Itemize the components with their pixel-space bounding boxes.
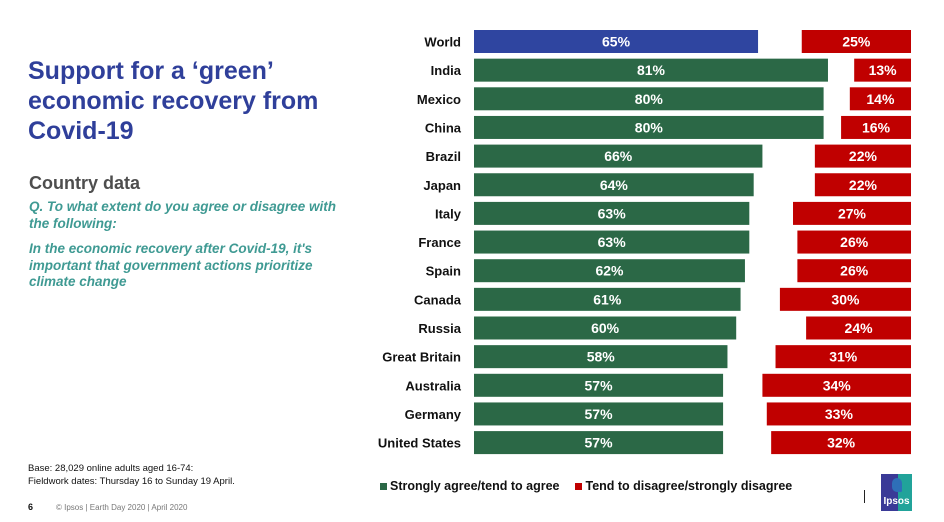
category-label-india: India xyxy=(431,63,462,78)
ipsos-logo: Ipsos xyxy=(881,474,912,511)
chart-legend: Strongly agree/tend to agree Tend to dis… xyxy=(380,479,808,493)
disagree-bar-spain xyxy=(797,259,911,283)
agree-bar-great-britain xyxy=(474,345,728,369)
bar-chart: World 65% 25% India 81% 13% Mexico 80% 14% China 8… xyxy=(378,30,911,455)
agree-value-label-canada: 61% xyxy=(593,291,622,307)
agree-bar-spain xyxy=(474,259,745,283)
disagree-bar-japan xyxy=(814,173,911,197)
disagree-bar-france xyxy=(797,230,911,254)
agree-value-label-brazil: 66% xyxy=(604,148,633,164)
disagree-bar-australia xyxy=(762,373,911,397)
disagree-bar-united-states xyxy=(771,431,911,455)
agree-value-label-germany: 57% xyxy=(585,406,614,422)
agree-bar-china xyxy=(474,115,824,139)
agree-value-label-italy: 63% xyxy=(598,205,627,221)
agree-bar-russia xyxy=(474,316,737,340)
disagree-bar-great-britain xyxy=(775,345,911,369)
survey-question: Q. To what extent do you agree or disagr… xyxy=(29,199,337,231)
agree-bar-brazil xyxy=(474,144,763,168)
legend-label-disagree: Tend to disagree/strongly disagree xyxy=(585,479,793,493)
disagree-value-label-france: 26% xyxy=(840,234,869,250)
disagree-value-label-united-states: 32% xyxy=(827,435,856,451)
agree-bar-india xyxy=(474,58,828,82)
agree-bar-mexico xyxy=(474,87,824,111)
legend-item-agree: Strongly agree/tend to agree xyxy=(380,479,559,493)
disagree-bar-brazil xyxy=(814,144,911,168)
agree-bar-world xyxy=(474,30,759,53)
agree-bar-japan xyxy=(474,173,754,197)
disagree-value-label-italy: 27% xyxy=(838,205,867,221)
category-label-mexico: Mexico xyxy=(417,92,461,107)
disagree-value-label-canada: 30% xyxy=(831,291,860,307)
agree-value-label-india: 81% xyxy=(637,62,666,78)
category-label-france: France xyxy=(418,235,461,250)
disagree-value-label-japan: 22% xyxy=(849,177,878,193)
category-label-brazil: Brazil xyxy=(426,149,461,164)
base-note: Base: 28,029 online adults aged 16-74: F… xyxy=(28,462,235,488)
category-label-united-states: United States xyxy=(378,436,461,451)
footer-divider xyxy=(864,490,865,503)
disagree-bar-china xyxy=(841,115,911,139)
logo-text: Ipsos xyxy=(883,496,910,507)
footer: 6 © Ipsos | Earth Day 2020 | April 2020 xyxy=(28,502,187,512)
fieldwork-text: Fieldwork dates: Thursday 16 to Sunday 1… xyxy=(28,476,235,487)
disagree-bar-world xyxy=(801,30,911,53)
disagree-value-label-germany: 33% xyxy=(825,406,854,422)
disagree-value-label-india: 13% xyxy=(869,62,898,78)
category-label-germany: Germany xyxy=(405,407,462,422)
category-label-spain: Spain xyxy=(426,264,461,279)
agree-value-label-france: 63% xyxy=(598,234,627,250)
disagree-bar-mexico xyxy=(849,87,911,111)
agree-bar-canada xyxy=(474,287,741,311)
agree-value-label-japan: 64% xyxy=(600,177,629,193)
disagree-value-label-spain: 26% xyxy=(840,263,869,279)
agree-value-label-spain: 62% xyxy=(595,263,624,279)
logo-head-icon xyxy=(892,478,902,492)
disagree-value-label-russia: 24% xyxy=(845,320,874,336)
agree-value-label-mexico: 80% xyxy=(635,91,664,107)
agree-bar-germany xyxy=(474,402,724,426)
disagree-value-label-australia: 34% xyxy=(823,377,852,393)
disagree-value-label-china: 16% xyxy=(862,119,891,135)
disagree-value-label-brazil: 22% xyxy=(849,148,878,164)
agree-bar-italy xyxy=(474,201,750,225)
category-label-great-britain: Great Britain xyxy=(382,350,461,365)
agree-value-label-great-britain: 58% xyxy=(587,349,616,365)
agree-value-label-australia: 57% xyxy=(585,377,614,393)
page-title: Support for a ‘green’ economic recovery … xyxy=(28,57,319,145)
category-label-australia: Australia xyxy=(405,378,461,393)
disagree-bar-germany xyxy=(766,402,911,426)
legend-label-agree: Strongly agree/tend to agree xyxy=(390,479,560,493)
agree-value-label-china: 80% xyxy=(635,119,664,135)
agree-value-label-world: 65% xyxy=(602,34,631,50)
survey-statement: In the economic recovery after Covid-19,… xyxy=(29,241,313,289)
category-label-world: World xyxy=(424,35,461,50)
agree-bar-france xyxy=(474,230,750,254)
disagree-value-label-mexico: 14% xyxy=(866,91,895,107)
base-text: Base: 28,029 online adults aged 16-74: xyxy=(28,463,194,474)
disagree-value-label-world: 25% xyxy=(842,34,871,50)
agree-bar-australia xyxy=(474,373,724,397)
page-number: 6 xyxy=(28,502,34,512)
disagree-bar-india xyxy=(854,58,911,82)
legend-swatch-agree xyxy=(380,482,387,490)
category-label-italy: Italy xyxy=(435,206,462,221)
disagree-bar-canada xyxy=(779,287,911,311)
legend-item-disagree: Tend to disagree/strongly disagree xyxy=(575,479,792,493)
category-label-japan: Japan xyxy=(423,178,461,193)
disagree-bar-italy xyxy=(793,201,911,225)
disagree-value-label-great-britain: 31% xyxy=(829,349,858,365)
category-label-russia: Russia xyxy=(418,321,461,336)
legend-swatch-disagree xyxy=(575,482,583,490)
section-subtitle: Country data xyxy=(29,173,141,193)
copyright-text: © Ipsos | Earth Day 2020 | April 2020 xyxy=(56,502,188,512)
agree-value-label-united-states: 57% xyxy=(585,435,614,451)
category-label-canada: Canada xyxy=(414,292,462,307)
agree-value-label-russia: 60% xyxy=(591,320,620,336)
agree-bar-united-states xyxy=(474,431,724,455)
disagree-bar-russia xyxy=(806,316,911,340)
category-label-china: China xyxy=(425,120,462,135)
